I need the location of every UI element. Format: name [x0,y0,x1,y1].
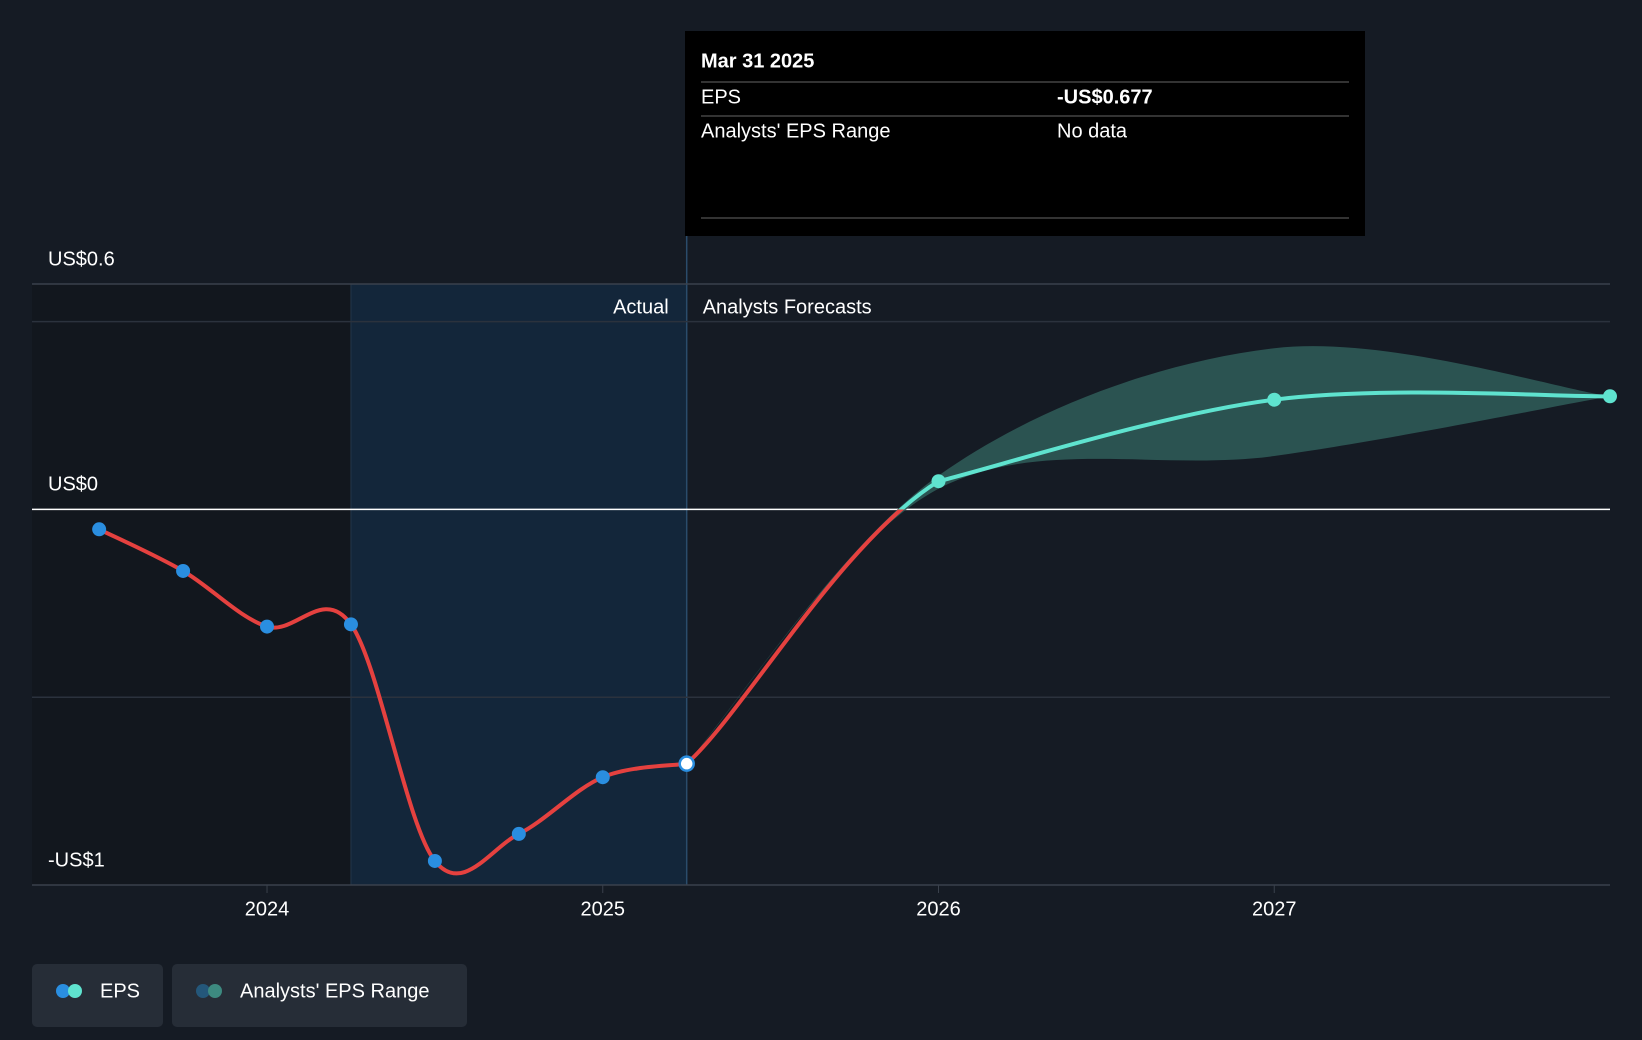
x-tick-label: 2027 [1252,898,1297,920]
eps-point [678,755,695,772]
past-region [32,284,351,885]
legend-item [172,964,467,1027]
eps-point [511,826,526,841]
forecast-label: Analysts Forecasts [703,296,872,318]
tooltip-date: Mar 31 2025 [701,50,814,72]
tooltip-label: EPS [701,86,741,108]
legend-dot [196,984,210,998]
eps-point [595,770,610,785]
tooltip-label: Analysts' EPS Range [701,120,890,142]
x-tick-label: 2024 [245,898,290,920]
y-tick-label: -US$1 [48,849,105,871]
eps-point [427,853,442,868]
eps-range-band [686,346,1610,764]
actual-region [350,284,687,885]
legend-dot [68,984,82,998]
tooltip-value: No data [1057,120,1128,142]
x-tick-label: 2025 [581,898,626,920]
x-tick-label: 2026 [916,898,961,920]
eps-point [260,619,275,634]
y-tick-label: US$0 [48,474,98,496]
tooltip-value: -US$0.677 [1057,86,1153,108]
legend-label: Analysts' EPS Range [240,980,429,1002]
eps-line [98,527,688,876]
eps-point [931,474,946,489]
y-tick-label: US$0.6 [48,248,115,270]
tooltip [685,31,1365,236]
eps-point [343,617,358,632]
eps-point [1267,392,1282,407]
legend-item [32,964,163,1027]
legend-dot [208,984,222,998]
legend-label: EPS [100,980,140,1002]
eps-point [176,563,191,578]
legend-dot [56,984,70,998]
eps-point [92,522,107,537]
eps-connector [685,479,940,766]
eps-point [1603,389,1617,404]
actual-label: Actual [613,296,669,318]
